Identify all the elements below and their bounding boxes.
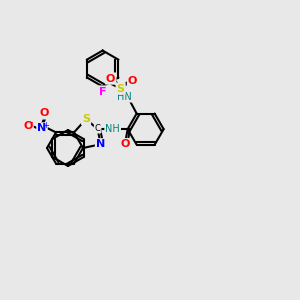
Text: O: O [106, 74, 115, 84]
Text: N: N [96, 139, 105, 149]
Text: O: O [121, 139, 130, 149]
Text: S: S [117, 84, 125, 94]
Text: F: F [99, 87, 106, 97]
Text: NH: NH [105, 124, 120, 134]
Text: O: O [23, 122, 33, 131]
Text: -: - [29, 117, 33, 128]
Text: S: S [82, 114, 90, 124]
Text: O: O [39, 108, 49, 118]
Text: HN: HN [117, 92, 132, 102]
Text: O: O [128, 76, 137, 85]
Text: C: C [95, 124, 100, 133]
Text: N: N [38, 123, 46, 134]
Text: +: + [43, 121, 50, 130]
